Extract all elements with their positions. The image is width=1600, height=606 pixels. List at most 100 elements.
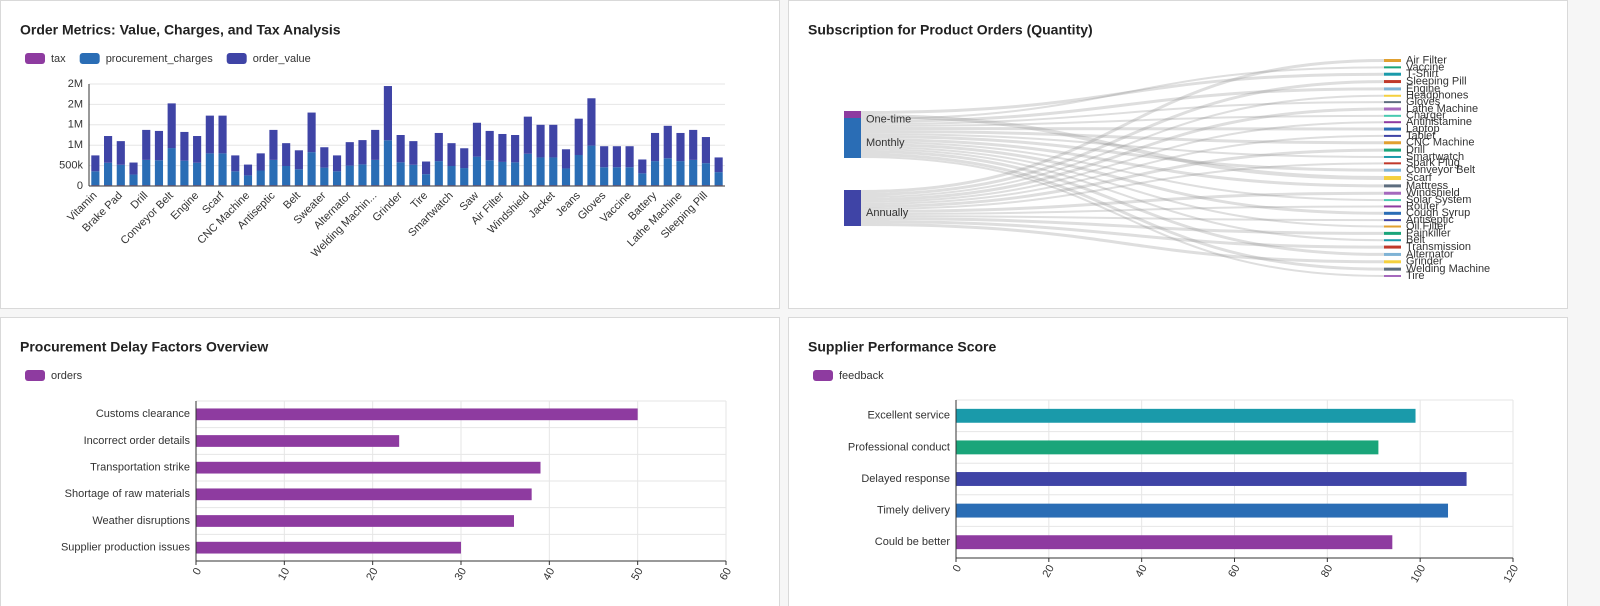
node-label: Gloves — [1406, 96, 1441, 108]
sankey-node — [844, 190, 861, 226]
sankey-node — [1384, 134, 1401, 137]
bar-segment — [345, 165, 354, 186]
x-tick-label: Tire — [409, 190, 431, 212]
node-label: Tablet — [1406, 130, 1435, 142]
bar-segment — [472, 122, 482, 157]
sankey-link — [860, 215, 1385, 222]
legend-label: order_value — [253, 53, 311, 65]
sankey-link — [860, 146, 1385, 228]
bar-segment — [714, 172, 723, 186]
bar-segment — [587, 98, 596, 146]
bar-segment — [231, 171, 240, 186]
sankey-node — [1384, 87, 1401, 91]
bar-segment — [650, 132, 660, 162]
bar-segment — [511, 135, 520, 163]
bar-segment — [307, 112, 316, 153]
bar — [956, 440, 1379, 455]
bar-segment — [561, 149, 571, 169]
bar-segment — [498, 133, 507, 162]
sankey-link — [860, 205, 1385, 215]
y-tick-label: Supplier production issues — [61, 542, 191, 554]
bar-segment — [714, 157, 723, 173]
x-tick-label: Drill — [129, 190, 151, 212]
bar — [196, 541, 461, 554]
node-label: Windshield — [1406, 187, 1460, 199]
bar-segment — [91, 155, 100, 172]
bar-segment — [460, 168, 469, 186]
x-tick-label: 60 — [1226, 563, 1243, 580]
chart: Supplier Performance Score feedback 0 20 40 6… — [808, 339, 1522, 585]
bar-segment — [167, 148, 176, 186]
bar-segment — [676, 132, 685, 162]
sankey-node — [1384, 275, 1401, 277]
bar-segment — [511, 162, 520, 186]
node-label: Conveyor Belt — [1406, 164, 1475, 176]
sankey-link — [860, 133, 1385, 158]
y-tick-label: 2M — [68, 78, 83, 90]
bar-segment — [282, 166, 291, 186]
node-label: Charger — [1406, 110, 1446, 122]
bar-segment — [409, 141, 418, 165]
x-tick-label: 0 — [951, 563, 964, 574]
sankey-node — [1384, 184, 1401, 188]
y-tick-label: Excellent service — [867, 410, 950, 422]
bar-segment — [396, 162, 405, 186]
sankey-link — [860, 66, 1385, 120]
bar-segment — [332, 171, 342, 186]
sankey-node — [1384, 239, 1401, 242]
bar-segment — [409, 164, 418, 186]
node-label: Grinder — [1406, 256, 1443, 268]
bar-segment — [625, 146, 634, 168]
node-label: Vaccine — [1406, 61, 1444, 73]
node-label: Sleeping Pill — [1406, 75, 1467, 87]
bar-segment — [663, 158, 672, 186]
x-tick-label: 40 — [1133, 563, 1150, 580]
sankey-node — [1384, 225, 1401, 228]
bar-segment — [320, 147, 329, 168]
panel: Subscription for Product Orders (Quantit… — [788, 0, 1568, 309]
bar-segment — [434, 161, 443, 186]
sankey-link — [860, 59, 1385, 193]
x-tick-label: Belt — [281, 190, 303, 212]
bar-segment — [358, 140, 367, 165]
sankey-node — [1384, 245, 1401, 249]
y-tick-label: 1M — [68, 139, 83, 151]
node-label: Solar System — [1406, 194, 1471, 206]
bar-segment — [167, 103, 176, 149]
node-label: Antihistamine — [1406, 116, 1472, 128]
node-label: Air Filter — [1406, 54, 1447, 66]
legend-label: orders — [51, 370, 83, 382]
sankey-link — [860, 107, 1385, 201]
bar-segment — [485, 130, 494, 161]
legend-label: procurement_charges — [106, 53, 214, 65]
x-tick-label: 40 — [541, 566, 558, 583]
bar — [956, 535, 1393, 550]
bar-segment — [422, 174, 431, 186]
sankey-link — [860, 135, 1385, 172]
sankey-link — [860, 87, 1385, 123]
bar-segment — [256, 153, 265, 171]
bar-segment — [625, 167, 634, 186]
node-label: Router — [1406, 200, 1439, 212]
bar-segment — [294, 169, 303, 186]
node-label: Tire — [1406, 270, 1425, 282]
chart-title: Order Metrics: Value, Charges, and Tax A… — [20, 22, 341, 38]
x-tick-label: 10 — [276, 566, 293, 583]
x-tick-label: 120 — [1502, 563, 1522, 585]
sankey-link — [860, 217, 1385, 235]
bar-segment — [536, 124, 545, 158]
sankey-node — [1384, 121, 1401, 124]
panel: Procurement Delay Factors Overview orders… — [0, 317, 780, 606]
node-label: Painkiller — [1406, 227, 1451, 239]
y-tick-label: Incorrect order details — [84, 435, 191, 447]
bar-segment — [371, 129, 380, 160]
bar-segment — [129, 174, 138, 186]
node-label: Welding Machine — [1406, 263, 1490, 275]
bar-segment — [116, 164, 125, 186]
sankey-link — [860, 130, 1385, 145]
bar-segment — [205, 115, 214, 154]
sankey-node — [1384, 267, 1401, 271]
bar — [196, 435, 400, 447]
bar-segment — [193, 162, 202, 186]
x-tick-label: 100 — [1409, 563, 1429, 585]
